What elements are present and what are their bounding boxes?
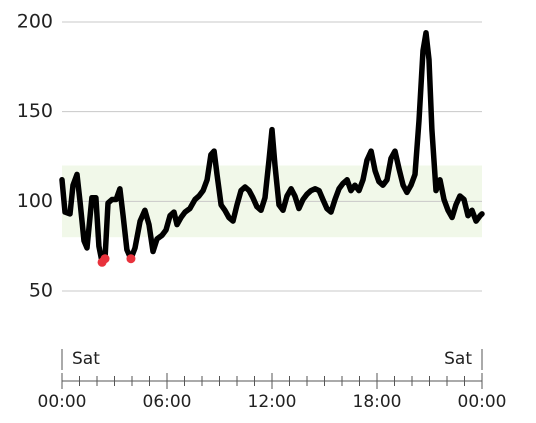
low-point [100, 254, 110, 264]
x-tick-label: 12:00 [248, 392, 297, 412]
x-tick-label: 06:00 [143, 392, 192, 412]
x-tick-label: 00:00 [458, 392, 507, 412]
day-label: Sat [444, 349, 472, 369]
x-tick-label: 18:00 [353, 392, 402, 412]
y-tick-label: 200 [17, 11, 53, 33]
y-tick-label: 150 [17, 100, 53, 122]
low-point [126, 254, 136, 264]
x-tick-label: 00:00 [38, 392, 87, 412]
glucose-line [59, 30, 485, 266]
y-tick-label: 50 [29, 280, 53, 302]
day-label: Sat [72, 349, 100, 369]
y-tick-label: 100 [17, 190, 53, 212]
